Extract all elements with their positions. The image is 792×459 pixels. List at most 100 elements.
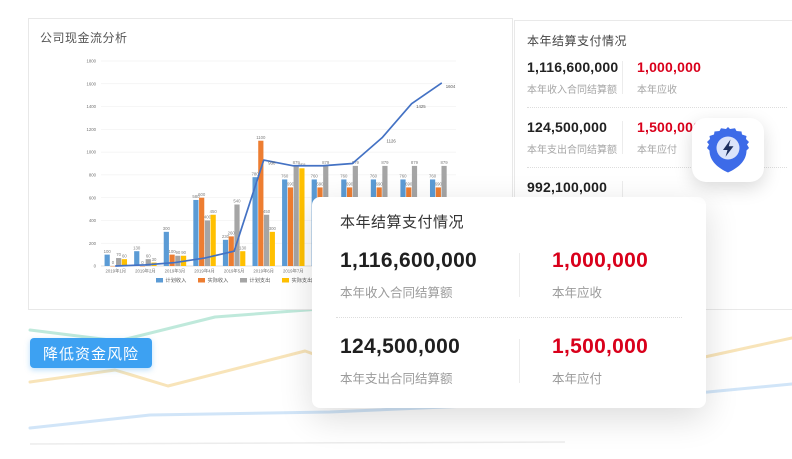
- svg-text:70: 70: [116, 252, 121, 257]
- stat-row-income: 1,116,600,000 本年收入合同结算额 1,000,000 本年应收: [527, 59, 792, 96]
- popup-label: 本年应收: [552, 286, 603, 300]
- svg-text:300: 300: [163, 226, 171, 231]
- stat-value: 124,500,000: [527, 119, 608, 135]
- svg-text:879: 879: [293, 160, 301, 165]
- settlement-popup-card: 本年结算支付情况 1,116,600,000 本年收入合同结算额 1,000,0…: [312, 197, 706, 408]
- popup-value: 1,116,600,000: [340, 249, 478, 272]
- stat-label: 本年应收: [637, 85, 677, 96]
- popup-label: 本年支出合同结算额: [340, 372, 453, 386]
- svg-text:450: 450: [210, 209, 218, 214]
- svg-text:760: 760: [311, 174, 319, 179]
- svg-text:600: 600: [89, 195, 97, 200]
- svg-text:540: 540: [233, 199, 241, 204]
- svg-text:879: 879: [381, 160, 389, 165]
- svg-text:130: 130: [133, 245, 141, 250]
- svg-text:0: 0: [141, 260, 144, 265]
- svg-text:1126: 1126: [387, 138, 397, 143]
- svg-text:879: 879: [411, 160, 419, 165]
- svg-text:90: 90: [175, 250, 180, 255]
- svg-text:879: 879: [352, 160, 360, 165]
- svg-text:100: 100: [168, 249, 176, 254]
- svg-text:实际支出: 实际支出: [292, 276, 313, 284]
- svg-text:200: 200: [89, 241, 97, 246]
- svg-text:100: 100: [104, 249, 112, 254]
- svg-text:1600: 1600: [86, 81, 96, 86]
- svg-text:90: 90: [181, 250, 186, 255]
- dotted-divider: [336, 317, 682, 318]
- divider: [519, 339, 520, 383]
- dotted-divider: [527, 107, 787, 108]
- svg-text:690: 690: [405, 182, 413, 187]
- stat-label: 本年收入合同结算额: [527, 85, 617, 96]
- svg-text:580: 580: [192, 194, 200, 199]
- dotted-divider: [527, 167, 787, 168]
- svg-text:2019年1月: 2019年1月: [106, 268, 127, 275]
- svg-text:0: 0: [94, 264, 97, 269]
- svg-text:2019年2月: 2019年2月: [135, 268, 156, 275]
- shield-bolt-icon: [707, 127, 749, 173]
- svg-text:760: 760: [399, 174, 407, 179]
- svg-text:800: 800: [89, 172, 97, 177]
- stat-row-expense: 124,500,000 本年支出合同结算额 1,500,000 本年应付: [527, 119, 792, 156]
- svg-text:1100: 1100: [256, 135, 266, 140]
- stat-value-red: 1,500,000: [637, 119, 702, 135]
- svg-text:2019年3月: 2019年3月: [165, 268, 186, 275]
- svg-text:2019年5月: 2019年5月: [224, 268, 245, 275]
- svg-text:130: 130: [239, 245, 247, 250]
- divider: [519, 253, 520, 297]
- popup-title: 本年结算支付情况: [340, 214, 465, 231]
- svg-text:690: 690: [346, 182, 354, 187]
- svg-text:760: 760: [370, 174, 378, 179]
- svg-text:1800: 1800: [86, 59, 96, 64]
- svg-text:450: 450: [263, 209, 271, 214]
- svg-text:690: 690: [287, 182, 295, 187]
- svg-text:300: 300: [269, 226, 277, 231]
- svg-text:计划支出: 计划支出: [250, 276, 271, 284]
- svg-text:930: 930: [268, 161, 276, 166]
- svg-text:600: 600: [198, 192, 206, 197]
- svg-text:1604: 1604: [446, 84, 456, 89]
- svg-text:760: 760: [429, 174, 437, 179]
- security-shield-card: [692, 118, 764, 182]
- popup-row-expense: 124,500,000 本年支出合同结算额 1,500,000 本年应付: [340, 335, 682, 387]
- popup-label: 本年应付: [552, 372, 603, 386]
- svg-text:760: 760: [281, 174, 289, 179]
- svg-text:实际收入: 实际收入: [208, 276, 229, 284]
- svg-text:30: 30: [152, 257, 157, 262]
- stat-label: 本年应付: [637, 145, 677, 156]
- stat-value: 992,100,000: [527, 179, 608, 195]
- svg-text:760: 760: [340, 174, 348, 179]
- svg-text:400: 400: [89, 218, 97, 223]
- svg-text:计划收入: 计划收入: [166, 276, 187, 284]
- svg-text:0: 0: [112, 260, 115, 265]
- svg-text:260: 260: [228, 231, 236, 236]
- reduce-risk-badge[interactable]: 降低资金风险: [30, 338, 153, 368]
- svg-text:1425: 1425: [416, 104, 426, 109]
- svg-text:1400: 1400: [86, 104, 96, 109]
- badge-label: 降低资金风险: [43, 345, 140, 363]
- divider: [622, 61, 623, 94]
- svg-text:879: 879: [322, 160, 330, 165]
- svg-text:690: 690: [376, 182, 384, 187]
- divider: [622, 121, 623, 154]
- svg-text:230: 230: [222, 234, 230, 239]
- popup-value-red: 1,000,000: [552, 249, 649, 272]
- svg-text:879: 879: [440, 160, 448, 165]
- stat-value-red: 1,000,000: [637, 59, 702, 75]
- popup-row-income: 1,116,600,000 本年收入合同结算额 1,000,000 本年应收: [340, 249, 682, 301]
- svg-text:690: 690: [316, 182, 324, 187]
- svg-text:690: 690: [435, 182, 443, 187]
- popup-value-red: 1,500,000: [552, 335, 649, 358]
- svg-text:60: 60: [146, 253, 151, 258]
- popup-label: 本年收入合同结算额: [340, 286, 453, 300]
- svg-text:2019年4月: 2019年4月: [194, 268, 215, 275]
- svg-text:780: 780: [251, 171, 259, 176]
- svg-text:2019年7月: 2019年7月: [283, 268, 304, 275]
- svg-text:60: 60: [122, 253, 127, 258]
- svg-text:1200: 1200: [86, 127, 96, 132]
- stat-value: 1,116,600,000: [527, 59, 619, 75]
- svg-text:2019年6月: 2019年6月: [253, 268, 274, 275]
- chart-title: 公司现金流分析: [40, 31, 128, 45]
- panel-title: 本年结算支付情况: [527, 34, 628, 48]
